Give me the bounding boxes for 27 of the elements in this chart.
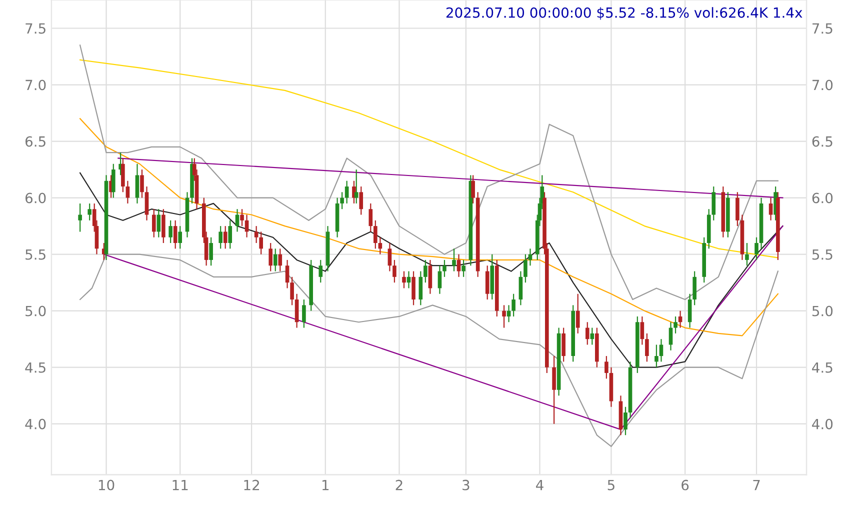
chart-title: 2025.07.10 00:00:00 $5.52 -8.15% vol:626.4K 1.4x	[446, 7, 802, 20]
y2-tick-label: 5.0	[812, 306, 833, 316]
x-tick-label: 10	[98, 480, 114, 490]
y-tick-label: 6.0	[26, 192, 46, 204]
y2-tick-label: 5.5	[812, 249, 832, 260]
x-tick-label: 11	[172, 480, 188, 490]
y-tick-label: 6.5	[26, 136, 46, 147]
y2-tick-label: 6.5	[812, 136, 832, 147]
x-tick-label: 12	[244, 480, 259, 490]
y2-tick-label: 4.5	[812, 362, 832, 373]
y-tick-label: 7.5	[26, 23, 46, 34]
y2-tick-label: 7.5	[812, 23, 832, 34]
y2-tick-label: 7.0	[812, 80, 833, 90]
x-tick-label: 3	[462, 480, 470, 490]
y-tick-label: 4.0	[25, 418, 46, 430]
y2-tick-label: 6.0	[812, 192, 833, 204]
x-tick-label: 2	[396, 480, 402, 490]
y-tick-label: 7.0	[26, 80, 46, 90]
x-tick-label: 4	[536, 480, 544, 490]
x-tick-label: 6	[682, 480, 689, 490]
x-tick-label: 5	[608, 480, 614, 490]
y2-tick-label: 4.0	[812, 418, 833, 430]
y-tick-label: 5.5	[26, 249, 46, 260]
x-tick-label: 1	[322, 480, 329, 490]
y-tick-label: 5.0	[26, 306, 46, 316]
x-tick-label: 7	[753, 480, 760, 490]
y-tick-label: 4.5	[25, 362, 46, 373]
